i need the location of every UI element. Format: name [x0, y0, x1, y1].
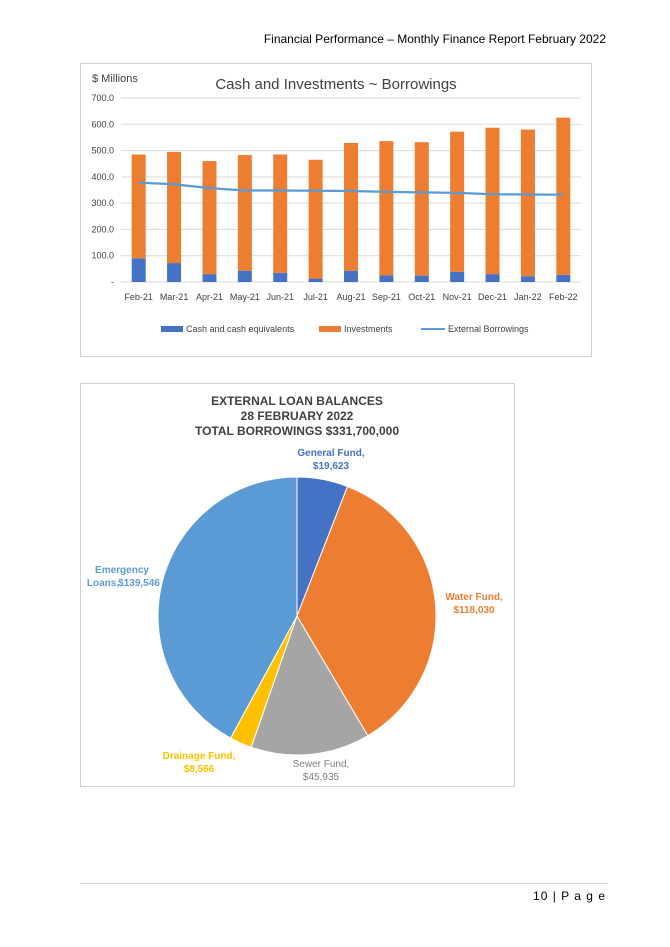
bar-cash: [485, 274, 500, 282]
y-tick-label: 200.0: [91, 224, 114, 234]
drainage-fund-name: Drainage Fund,: [163, 751, 236, 762]
y-tick-label: 400.0: [91, 172, 114, 182]
pie-title-line-2: 28 FEBRUARY 2022: [241, 409, 354, 423]
bar-cash: [202, 274, 217, 282]
x-tick-label: Apr-21: [196, 292, 223, 302]
y-tick-label: -: [111, 277, 114, 287]
y-tick-label: 500.0: [91, 146, 114, 156]
cash-investments-chart: $ Millions Cash and Investments ~ Borrow…: [80, 63, 592, 357]
bar-investments: [379, 141, 394, 276]
bar-cash: [308, 278, 323, 282]
x-tick-label: Aug-21: [336, 292, 365, 302]
bar-investments: [485, 127, 500, 275]
line-external-borrowings: [138, 181, 564, 196]
bar-investments: [556, 117, 571, 275]
page-number: 10 | P a g e: [533, 889, 606, 903]
bar-investments: [237, 155, 252, 271]
sewer-fund-name: Sewer Fund,: [293, 759, 350, 770]
bar-cash: [450, 271, 465, 282]
pie-slice-2: [250, 614, 369, 756]
y-axis-label: $ Millions: [92, 73, 138, 85]
bar-cash: [344, 270, 358, 282]
bar-investments: [450, 131, 465, 272]
sewer-fund-value: $45,935: [303, 772, 340, 783]
bar-cash: [131, 258, 146, 282]
bar-investments: [344, 142, 358, 271]
x-tick-label: Oct-21: [408, 292, 435, 302]
bar-investments: [414, 142, 429, 276]
general-fund-name: General Fund,: [297, 448, 364, 459]
legend-borrowings: External Borrowings: [448, 324, 529, 334]
pie-slice-1: [296, 485, 437, 737]
emergency-loans-name: Emergency: [95, 565, 149, 576]
bar-investments: [308, 159, 323, 279]
x-tick-label: Dec-21: [478, 292, 507, 302]
x-tick-label: Jan-22: [514, 292, 542, 302]
loan-balances-chart: EXTERNAL LOAN BALANCES 28 FEBRUARY 2022 …: [80, 383, 515, 787]
y-tick-label: 300.0: [91, 198, 114, 208]
emergency-loans-value: $139,546: [118, 578, 160, 589]
x-tick-label: Feb-21: [124, 292, 153, 302]
legend-cash: Cash and cash equivalents: [186, 324, 295, 334]
x-tick-label: Mar-21: [160, 292, 189, 302]
x-tick-label: Jun-21: [266, 292, 294, 302]
bar-cash: [414, 275, 429, 282]
bar-investments: [520, 129, 535, 277]
legend-investments: Investments: [344, 324, 393, 334]
bar-cash: [556, 274, 571, 282]
bar-investments: [202, 161, 217, 275]
chart-title: Cash and Investments ~ Borrowings: [215, 76, 456, 93]
report-header: Financial Performance – Monthly Finance …: [263, 32, 606, 46]
legend-swatch-cash: [161, 326, 183, 332]
footer-divider: [80, 883, 608, 884]
pie-chart-svg: EXTERNAL LOAN BALANCES 28 FEBRUARY 2022 …: [87, 394, 503, 783]
y-tick-label: 700.0: [91, 93, 114, 103]
bar-cash: [273, 272, 288, 282]
bar-investments: [273, 154, 288, 273]
pie-title-line-3: TOTAL BORROWINGS $331,700,000: [195, 424, 399, 438]
x-tick-label: May-21: [230, 292, 260, 302]
legend-swatch-investments: [319, 326, 341, 332]
bar-cash: [379, 275, 394, 282]
water-fund-value: $118,030: [453, 605, 495, 616]
x-tick-label: Jul-21: [303, 292, 328, 302]
bar-investments: [131, 154, 146, 259]
bar-investments: [167, 151, 182, 264]
bar-cash: [237, 270, 252, 282]
x-tick-label: Sep-21: [372, 292, 401, 302]
pie-slice-4: [157, 476, 298, 739]
y-tick-label: 100.0: [91, 251, 114, 261]
emergency-loans-name-2: Loans,: [87, 578, 119, 589]
y-tick-label: 600.0: [91, 119, 114, 129]
bar-line-chart-svg: $ Millions Cash and Investments ~ Borrow…: [91, 73, 581, 334]
bar-cash: [167, 263, 182, 282]
x-tick-label: Feb-22: [549, 292, 578, 302]
general-fund-value: $19,623: [313, 461, 350, 472]
water-fund-name: Water Fund,: [445, 592, 503, 603]
pie-title-line-1: EXTERNAL LOAN BALANCES: [211, 394, 383, 408]
x-tick-label: Nov-21: [443, 292, 472, 302]
bar-cash: [520, 276, 535, 282]
drainage-fund-value: $8,566: [184, 764, 215, 775]
